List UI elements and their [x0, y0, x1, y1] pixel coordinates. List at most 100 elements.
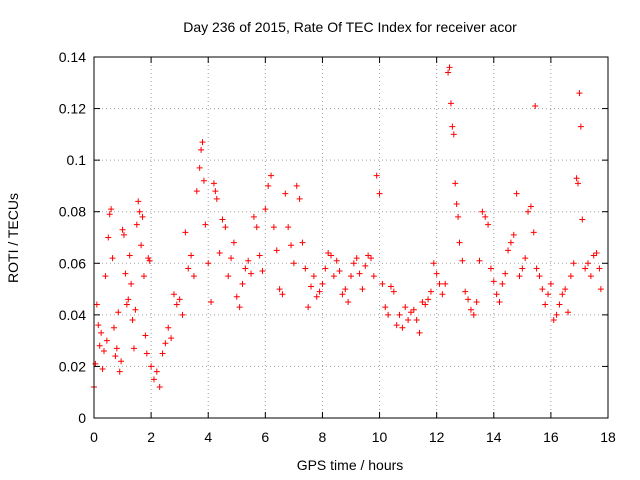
y-axis-label: ROTI / TECUs	[5, 193, 21, 283]
data-point	[462, 288, 469, 295]
data-point	[148, 363, 155, 370]
data-point	[587, 273, 594, 280]
data-point	[367, 255, 374, 262]
data-point	[119, 226, 126, 233]
data-point	[146, 257, 153, 264]
data-point	[262, 206, 269, 213]
data-point	[490, 278, 497, 285]
data-point	[248, 270, 255, 277]
data-point	[108, 206, 115, 213]
data-point	[467, 306, 474, 313]
y-tick-label: 0.02	[59, 358, 86, 374]
x-axis-label: GPS time / hours	[297, 457, 404, 473]
data-point	[547, 280, 554, 287]
data-point	[242, 265, 249, 272]
data-point	[452, 180, 459, 187]
data-point	[522, 255, 529, 262]
data-point	[473, 298, 480, 305]
data-point	[212, 188, 219, 195]
data-point	[120, 231, 127, 238]
data-point	[92, 360, 99, 367]
x-axis-ticks: 0 2 4 6 8 10 12 14 16 18	[90, 57, 616, 445]
data-point	[565, 309, 572, 316]
data-point	[132, 306, 139, 313]
data-point	[407, 309, 414, 316]
data-point	[250, 213, 257, 220]
data-point	[129, 317, 136, 324]
data-point	[328, 252, 335, 259]
data-point	[465, 296, 472, 303]
data-point	[459, 257, 466, 264]
data-point	[593, 249, 600, 256]
data-point	[573, 175, 580, 182]
data-point	[135, 198, 142, 205]
data-point	[519, 265, 526, 272]
data-point	[140, 273, 147, 280]
data-point	[482, 213, 489, 220]
data-point	[188, 252, 195, 259]
data-point	[470, 311, 477, 318]
data-point	[122, 270, 129, 277]
data-point	[422, 301, 429, 308]
data-point	[142, 332, 149, 339]
data-point	[126, 252, 133, 259]
data-point	[579, 216, 586, 223]
data-point	[455, 213, 462, 220]
y-tick-label: 0.04	[59, 307, 86, 323]
data-point	[103, 337, 110, 344]
data-point	[336, 268, 343, 275]
x-tick-label: 14	[486, 429, 502, 445]
data-point	[185, 265, 192, 272]
data-point	[502, 270, 509, 277]
data-point	[170, 291, 177, 298]
x-tick-label: 10	[372, 429, 388, 445]
data-point	[373, 172, 380, 179]
data-point	[456, 239, 463, 246]
data-point	[216, 249, 223, 256]
data-point	[333, 257, 340, 264]
x-tick-label: 12	[429, 429, 445, 445]
data-point	[106, 211, 113, 218]
data-point	[325, 249, 332, 256]
data-point	[136, 208, 143, 215]
data-point	[430, 260, 437, 267]
data-point	[387, 283, 394, 290]
x-tick-label: 2	[147, 429, 155, 445]
data-point	[577, 123, 584, 130]
data-point	[536, 273, 543, 280]
data-point	[446, 64, 453, 71]
data-point	[442, 280, 449, 287]
data-point	[390, 288, 397, 295]
data-point	[353, 255, 360, 262]
data-point	[230, 239, 237, 246]
data-point	[113, 345, 120, 352]
data-point	[559, 291, 566, 298]
data-point	[145, 255, 152, 262]
data-point	[567, 273, 574, 280]
data-point	[590, 252, 597, 259]
data-point	[239, 280, 246, 287]
data-point	[405, 317, 412, 324]
data-point	[162, 340, 169, 347]
x-tick-label: 4	[204, 429, 212, 445]
data-point	[159, 350, 166, 357]
data-point	[268, 172, 275, 179]
data-point	[597, 286, 604, 293]
data-point	[399, 324, 406, 331]
data-point	[282, 190, 289, 197]
data-point	[143, 350, 150, 357]
data-point	[308, 283, 315, 290]
data-point	[123, 301, 130, 308]
y-tick-label: 0.12	[59, 101, 86, 117]
data-point	[210, 180, 217, 187]
data-point	[510, 231, 517, 238]
data-point	[542, 301, 549, 308]
data-point	[493, 291, 500, 298]
data-point	[199, 139, 206, 146]
data-point	[100, 347, 107, 354]
data-point	[190, 273, 197, 280]
data-point	[139, 213, 146, 220]
data-point	[576, 90, 583, 97]
data-point	[133, 221, 140, 228]
